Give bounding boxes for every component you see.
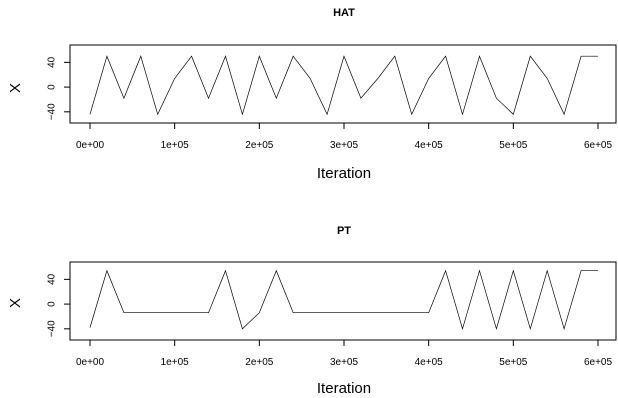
x-tick-label: 1e+05 — [161, 357, 190, 368]
x-axis-hat: 0e+00 1e+05 2e+05 3e+05 4e+05 5e+05 6e+05 — [76, 123, 613, 151]
x-tick-label: 6e+05 — [584, 357, 613, 368]
x-tick-label: 4e+05 — [415, 357, 444, 368]
x-tick-label: 3e+05 — [330, 140, 359, 151]
x-axis-label-pt: Iteration — [317, 380, 371, 397]
x-axis-label-hat: Iteration — [317, 165, 371, 182]
x-tick-label: 3e+05 — [330, 357, 359, 368]
x-tick-label: 0e+00 — [76, 140, 105, 151]
trace-line — [89, 55, 598, 116]
y-tick-label: 40 — [47, 273, 58, 285]
x-tick-label: 0e+00 — [76, 357, 105, 368]
panel-title-hat: HAT — [333, 7, 355, 19]
x-tick-label: 4e+05 — [415, 140, 444, 151]
y-axis-label-pt: X — [7, 298, 24, 308]
x-tick-label: 5e+05 — [499, 357, 528, 368]
plot-frame-pt — [69, 261, 617, 341]
y-tick-label: 40 — [47, 56, 58, 68]
x-tick-label: 5e+05 — [499, 140, 528, 151]
x-tick-label: 2e+05 — [245, 357, 274, 368]
x-tick-label: 2e+05 — [245, 140, 274, 151]
y-tick-label: 0 — [47, 84, 58, 90]
panel-title-pt: PT — [337, 225, 351, 237]
y-tick-label: −40 — [47, 103, 58, 120]
y-axis-hat: −40 0 40 — [47, 56, 70, 120]
panel-hat: HAT 0e+00 1e+05 2e+05 3e+05 4e+05 5e+05 6e+05 … — [7, 7, 617, 182]
panel-pt: PT 0e+00 1e+05 2e+05 3e+05 4e+05 5e+05 6e+05 −… — [7, 225, 617, 397]
y-axis-pt: −40 0 40 — [47, 273, 70, 337]
y-axis-label-hat: X — [7, 83, 24, 93]
trace-group-pt — [89, 269, 598, 331]
trace-line — [89, 269, 598, 331]
y-tick-label: −40 — [47, 320, 58, 337]
x-tick-label: 6e+05 — [584, 140, 613, 151]
plot-frame-hat — [69, 44, 617, 124]
x-axis-pt: 0e+00 1e+05 2e+05 3e+05 4e+05 5e+05 6e+05 — [76, 340, 613, 368]
y-tick-label: 0 — [47, 301, 58, 307]
trace-group-hat — [89, 55, 598, 116]
x-tick-label: 1e+05 — [161, 140, 190, 151]
